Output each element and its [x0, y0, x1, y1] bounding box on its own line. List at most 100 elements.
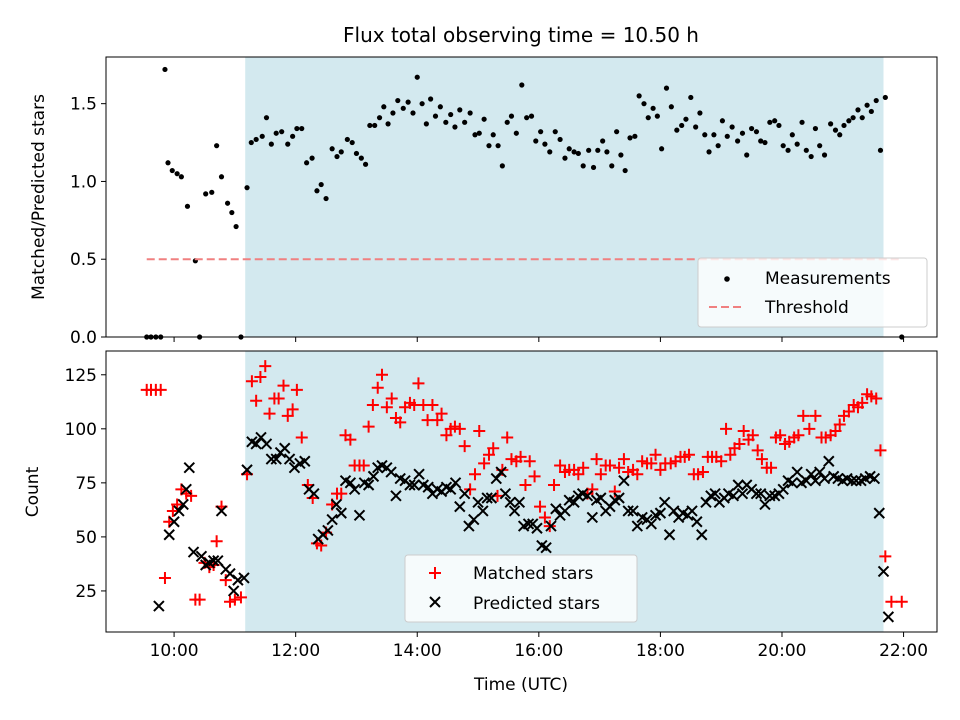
- measurement-point: [358, 155, 364, 161]
- matched-point: [631, 468, 644, 481]
- measurement-point: [803, 147, 809, 153]
- matched-point: [603, 459, 616, 472]
- measurement-point: [178, 174, 184, 180]
- matched-point: [286, 403, 299, 416]
- measurement-point: [580, 163, 586, 169]
- matched-point: [254, 370, 267, 383]
- matched-point: [277, 379, 290, 392]
- predicted-point: [322, 524, 334, 537]
- measurement-point: [600, 138, 606, 144]
- count-marks: [140, 360, 908, 623]
- predicted-point: [686, 505, 698, 517]
- predicted-point: [755, 487, 767, 500]
- measurement-point: [636, 93, 642, 99]
- matched-point: [245, 375, 258, 388]
- measurement-point: [812, 125, 819, 132]
- measurement-point: [645, 115, 651, 121]
- matched-point: [682, 448, 695, 461]
- measurement-point: [486, 143, 492, 149]
- predicted-point: [559, 505, 571, 517]
- measurement-point: [729, 124, 735, 130]
- measurement-point: [405, 99, 411, 105]
- measurement-point: [776, 122, 782, 129]
- measurement-point: [683, 116, 689, 122]
- measurement-point: [390, 110, 396, 116]
- measurement-point: [457, 107, 463, 113]
- predicted-point: [490, 472, 502, 485]
- measurement-point: [385, 121, 391, 127]
- predicted-point: [882, 611, 895, 623]
- matched-point: [774, 429, 787, 442]
- matched-point: [362, 420, 375, 433]
- measurement-point: [557, 136, 563, 143]
- matched-point: [263, 407, 276, 420]
- measurement-point: [641, 101, 647, 107]
- predicted-point: [595, 492, 607, 504]
- measurement-point: [504, 119, 510, 125]
- predicted-point: [550, 503, 562, 515]
- measurement-point: [547, 149, 553, 155]
- legend-matched-label: Matched stars: [473, 564, 593, 584]
- predicted-point: [168, 516, 180, 528]
- predicted-point: [330, 498, 343, 511]
- predicted-point: [809, 474, 822, 487]
- matched-point: [874, 444, 887, 457]
- measurement-point: [481, 116, 487, 122]
- measurement-point: [253, 136, 259, 143]
- matched-point: [554, 459, 567, 472]
- measurement-point: [706, 149, 712, 155]
- x-axis-label: Time (UTC): [473, 675, 568, 695]
- predicted-point: [215, 505, 228, 517]
- predicted-point: [177, 498, 189, 511]
- predicted-point: [522, 518, 535, 530]
- measurement-point: [218, 174, 225, 180]
- measurement-point: [309, 155, 315, 161]
- predicted-point: [668, 505, 680, 517]
- measurement-point: [285, 141, 291, 147]
- measurement-point: [490, 132, 496, 138]
- measurement-point: [799, 119, 805, 125]
- measurement-point: [203, 191, 209, 197]
- legend-matched-marker: [429, 567, 441, 579]
- matched-point: [478, 457, 491, 470]
- measurement-point: [859, 115, 865, 121]
- matched-point: [879, 550, 892, 563]
- measurement-point: [850, 115, 856, 121]
- matched-point: [335, 487, 348, 500]
- measurement-point: [244, 185, 250, 191]
- predicted-point: [631, 520, 644, 532]
- matched-point: [895, 595, 908, 608]
- matched-point: [534, 500, 547, 513]
- predicted-point: [250, 438, 262, 450]
- measurement-point: [338, 149, 344, 155]
- x-tick-label: 10:00: [150, 641, 199, 661]
- measurement-point: [542, 141, 548, 147]
- measurement-point: [314, 188, 320, 194]
- predicted-point: [468, 513, 480, 526]
- measurement-point: [586, 147, 592, 153]
- predicted-point: [326, 513, 338, 526]
- matched-point: [385, 392, 398, 405]
- ratio-ylabel: Matched/Predicted stars: [29, 94, 49, 300]
- measurement-point: [590, 164, 597, 171]
- measurement-point: [499, 163, 505, 169]
- measurement-point: [248, 139, 254, 146]
- matched-point: [751, 444, 764, 457]
- matched-point: [375, 368, 388, 381]
- matched-point: [281, 409, 294, 422]
- matched-point: [290, 383, 303, 396]
- predicted-point: [800, 474, 813, 487]
- matched-point: [501, 431, 514, 444]
- predicted-point: [823, 455, 835, 467]
- measurement-point: [443, 119, 449, 125]
- predicted-point: [818, 472, 831, 485]
- predicted-point: [279, 442, 291, 454]
- legend-measurements-label: Measurements: [765, 269, 891, 289]
- matched-point: [586, 483, 599, 496]
- matched-point: [458, 440, 471, 453]
- ratio-panel: 0.0 0.5 1.0 1.5 Matched/Predicted stars Mea…: [29, 56, 938, 348]
- predicted-point: [353, 509, 366, 521]
- matched-point: [394, 416, 407, 429]
- count-legend: Matched stars Predicted stars: [404, 554, 638, 623]
- measurement-point: [566, 146, 572, 152]
